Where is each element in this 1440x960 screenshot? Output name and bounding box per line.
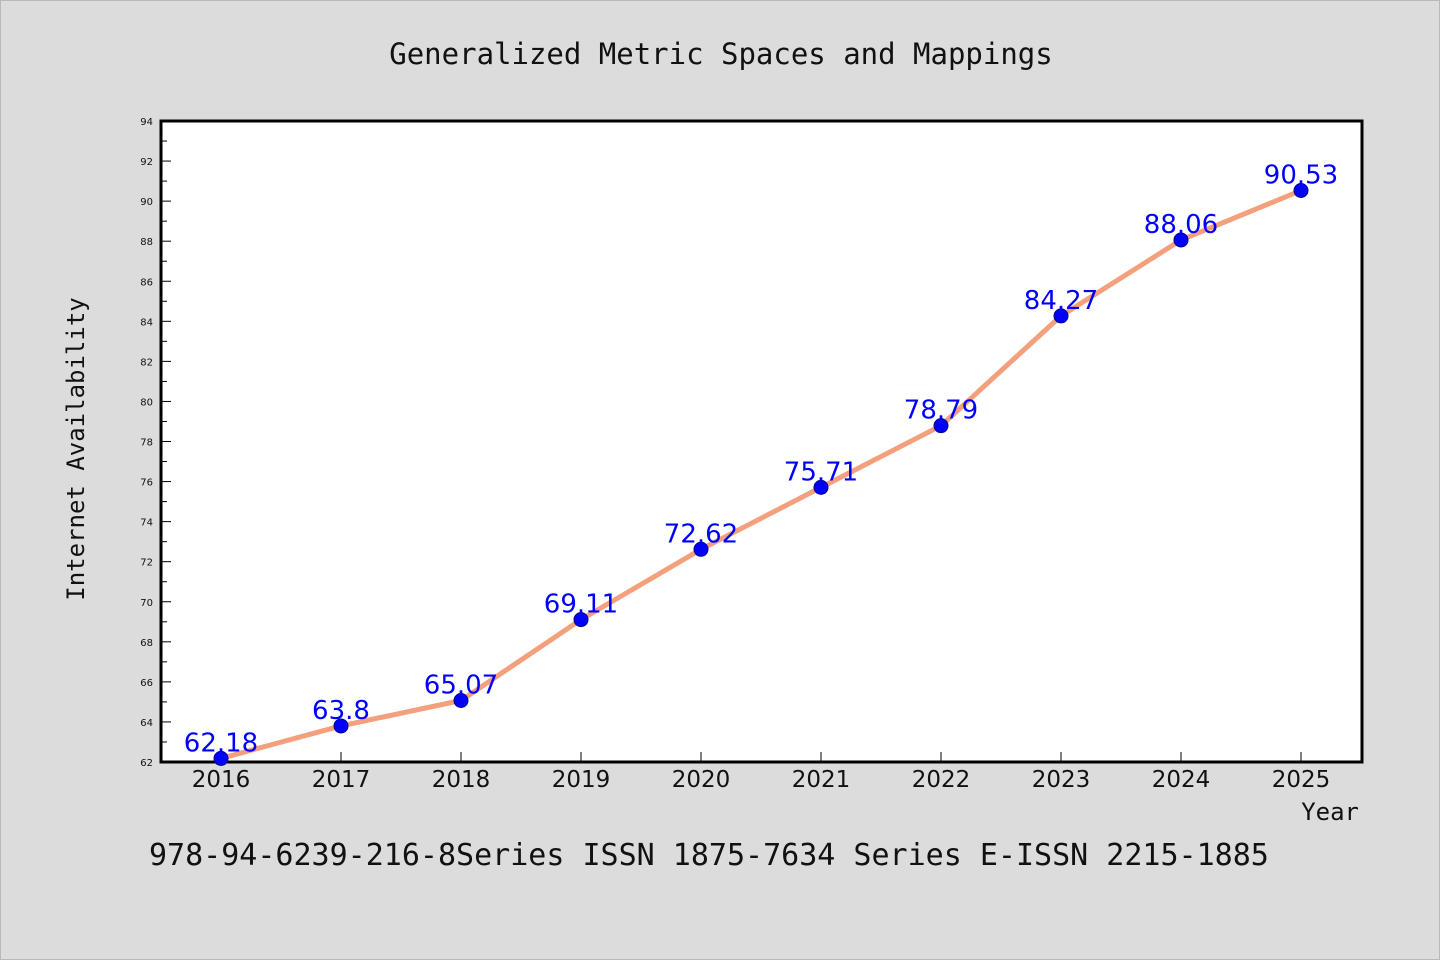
x-tick-label: 2020 [672,767,731,793]
data-point [213,750,229,766]
y-tick-label: 74 [140,518,153,529]
y-tick-label: 72 [140,558,153,569]
y-tick-label: 82 [140,357,153,368]
data-point [1173,232,1189,248]
data-point [573,612,589,628]
data-label: 78.79 [904,396,978,426]
x-tick-label: 2024 [1152,767,1211,793]
data-point [1053,308,1069,324]
y-tick-label: 66 [140,678,153,689]
data-label: 84.27 [1024,286,1098,316]
data-point [1293,183,1309,199]
chart-title: Generalized Metric Spaces and Mappings [389,37,1052,71]
footer-text: 978-94-6239-216-8Series ISSN 1875-7634 S… [149,838,1269,873]
y-tick-label: 84 [140,317,153,328]
data-label: 88.06 [1144,210,1218,240]
y-tick-label: 94 [140,117,153,128]
x-axis-ticks: 2016 2017 2018 2019 2020 2021 2022 2023 2024 2025 [192,752,1331,793]
data-markers [213,183,1309,766]
y-tick-label: 62 [140,758,153,769]
y-tick-label: 88 [140,237,153,248]
data-label: 75.71 [784,457,858,487]
y-tick-label: 64 [140,718,153,729]
x-tick-label: 2017 [312,767,371,793]
y-tick-label: 90 [140,197,153,208]
x-axis-label: Year [1301,798,1359,826]
data-label: 72.62 [664,519,738,549]
x-tick-label: 2018 [432,767,491,793]
y-tick-label: 92 [140,157,153,168]
x-tick-label: 2022 [912,767,971,793]
y-tick-label: 76 [140,478,153,489]
data-point [693,541,709,557]
data-label: 69.11 [544,590,618,620]
y-tick-label: 86 [140,277,153,288]
data-label: 62.18 [184,728,258,758]
x-tick-label: 2021 [792,767,851,793]
plot-area [159,119,1364,764]
data-labels: 62.18 63.8 65.07 69.11 72.62 75.71 78.79 84.27 8… [184,161,1338,759]
data-point [933,418,949,434]
data-label: 90.53 [1264,161,1338,191]
x-tick-label: 2019 [552,767,611,793]
y-tick-label: 78 [140,438,153,449]
series-line [218,188,1304,761]
y-tick-label: 68 [140,638,153,649]
x-tick-label: 2025 [1272,767,1331,793]
x-tick-label: 2023 [1032,767,1091,793]
data-label: 63.8 [312,696,370,726]
data-point [453,693,469,709]
y-axis-ticks: 62 64 66 68 70 72 74 76 78 80 82 84 86 88 90 92 94 [140,117,171,769]
data-point [813,479,829,495]
y-tick-label: 70 [140,598,153,609]
x-tick-label: 2016 [192,767,251,793]
data-label: 65.07 [424,671,498,701]
y-axis-label: Internet Availability [62,297,90,600]
y-tick-label: 80 [140,397,153,408]
data-point [333,718,349,734]
